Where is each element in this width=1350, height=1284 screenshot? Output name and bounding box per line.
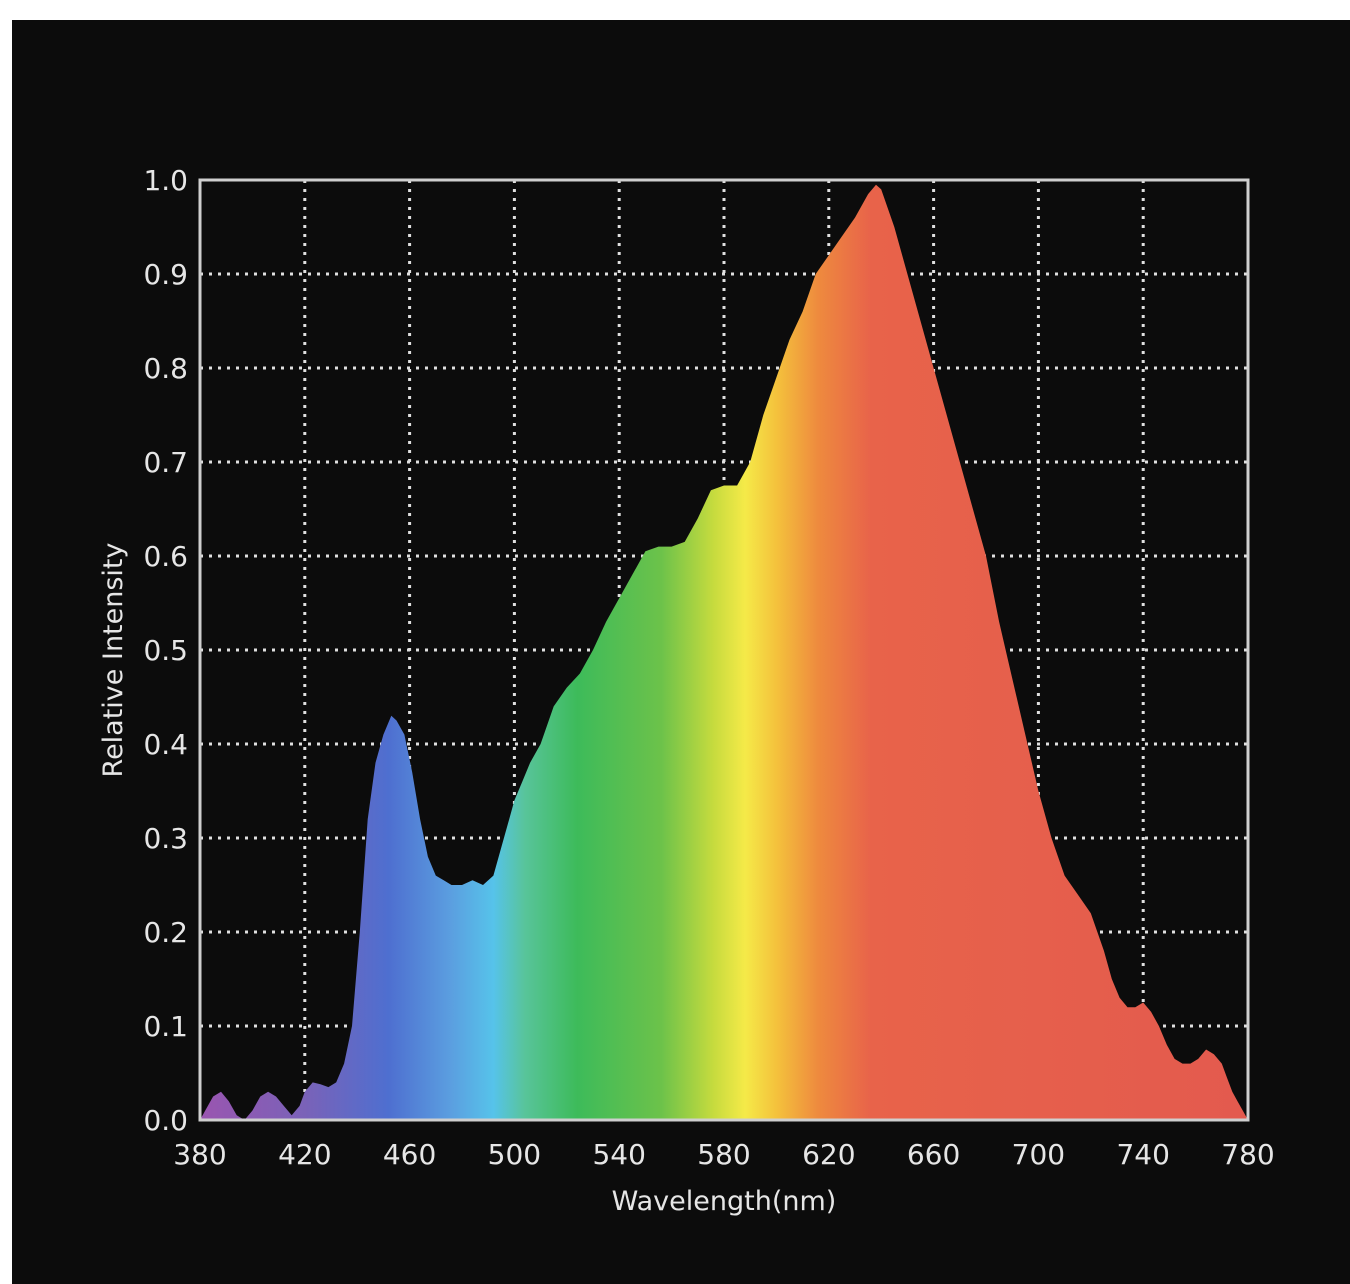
- y-tick-labels: 0.0 0.1 0.2 0.3 0.4 0.5 0.6 0.7 0.8 0.9 1.0: [143, 164, 188, 1137]
- x-tick-label: 380: [173, 1138, 226, 1171]
- x-axis-label: Wavelength(nm): [612, 1186, 837, 1217]
- plot-frame: [198, 178, 1250, 1122]
- x-tick-label: 500: [488, 1138, 541, 1171]
- y-tick-label: 0.0: [143, 1104, 188, 1137]
- x-tick-label: 620: [802, 1138, 855, 1171]
- x-tick-label: 580: [697, 1138, 750, 1171]
- y-tick-label: 0.9: [143, 258, 188, 291]
- x-tick-label: 660: [907, 1138, 960, 1171]
- x-tick-label: 460: [383, 1138, 436, 1171]
- y-tick-label: 0.5: [143, 634, 188, 667]
- y-tick-label: 0.3: [143, 822, 188, 855]
- y-tick-label: 0.7: [143, 446, 188, 479]
- y-tick-label: 0.2: [143, 916, 188, 949]
- x-tick-label: 540: [592, 1138, 645, 1171]
- x-tick-labels: 380 420 460 500 540 580 620 660 700 740 780: [173, 1138, 1274, 1171]
- y-tick-label: 0.1: [143, 1010, 188, 1043]
- x-tick-label: 420: [278, 1138, 331, 1171]
- y-tick-label: 0.6: [143, 540, 188, 573]
- x-tick-label: 700: [1012, 1138, 1065, 1171]
- chart-panel: 380 420 460 500 540 580 620 660 700 740 780 0.0 0.1…: [12, 20, 1350, 1284]
- y-tick-label: 0.4: [143, 728, 188, 761]
- y-tick-label: 0.8: [143, 352, 188, 385]
- spectrum-chart: 380 420 460 500 540 580 620 660 700 740 780 0.0 0.1…: [98, 164, 1275, 1217]
- x-tick-label: 780: [1221, 1138, 1274, 1171]
- y-axis-label: Relative Intensity: [98, 542, 129, 777]
- x-tick-label: 740: [1116, 1138, 1169, 1171]
- spectrum-area: [200, 184, 1248, 1120]
- y-tick-label: 1.0: [143, 164, 188, 197]
